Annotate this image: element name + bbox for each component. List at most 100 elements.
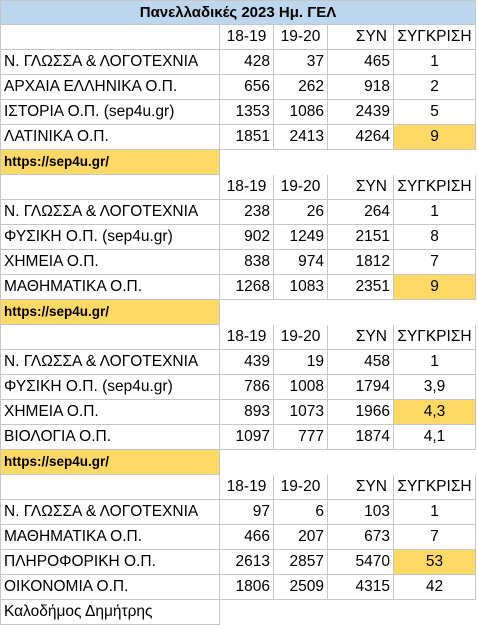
comparison-cell[interactable]: 8 [394,225,476,250]
year2-cell[interactable]: 37 [274,50,328,75]
year1-cell[interactable]: 893 [220,400,274,425]
subject-cell[interactable]: ΛΑΤΙΝΙΚΑ Ο.Π. [0,125,220,150]
year2-cell[interactable]: 262 [274,75,328,100]
subject-cell[interactable]: Ν. ΓΛΩΣΣΑ & ΛΟΓΟΤΕΧΝΙΑ [0,50,220,75]
total-cell[interactable]: 1812 [328,250,394,275]
header-year-18-19[interactable]: 18-19 [220,325,274,350]
empty-cell[interactable] [0,475,220,500]
total-cell[interactable]: 2439 [328,100,394,125]
year2-cell[interactable]: 2413 [274,125,328,150]
header-year-19-20[interactable]: 19-20 [274,325,328,350]
comparison-cell[interactable]: 4,1 [394,425,476,450]
total-cell[interactable]: 103 [328,500,394,525]
comparison-cell[interactable]: 1 [394,200,476,225]
year1-cell[interactable]: 838 [220,250,274,275]
subject-cell[interactable]: ΦΥΣΙΚΗ Ο.Π. (sep4u.gr) [0,225,220,250]
comparison-cell-highlighted[interactable]: 4,3 [394,400,476,425]
year1-cell[interactable]: 1851 [220,125,274,150]
header-comparison[interactable]: ΣΥΓΚΡΙΣΗ [394,175,476,200]
year1-cell[interactable]: 1806 [220,575,274,600]
total-cell[interactable]: 918 [328,75,394,100]
header-comparison[interactable]: ΣΥΓΚΡΙΣΗ [394,475,476,500]
year2-cell[interactable]: 2509 [274,575,328,600]
header-year-19-20[interactable]: 19-20 [274,25,328,50]
comparison-cell[interactable]: 1 [394,350,476,375]
year2-cell[interactable]: 6 [274,500,328,525]
total-cell[interactable]: 264 [328,200,394,225]
header-total[interactable]: ΣΥΝ [328,325,394,350]
header-year-18-19[interactable]: 18-19 [220,475,274,500]
empty-cell[interactable] [0,175,220,200]
year1-cell[interactable]: 1097 [220,425,274,450]
total-cell[interactable]: 1794 [328,375,394,400]
year2-cell[interactable]: 1008 [274,375,328,400]
empty-cell[interactable] [0,25,220,50]
sheet-title[interactable]: Πανελλαδικές 2023 Ημ. ΓΕΛ [0,0,476,25]
total-cell[interactable]: 673 [328,525,394,550]
empty-cell[interactable] [0,325,220,350]
total-cell[interactable]: 465 [328,50,394,75]
subject-cell[interactable]: ΑΡΧΑΙΑ ΕΛΛΗΝΙΚΑ Ο.Π. [0,75,220,100]
subject-cell[interactable]: ΧΗΜΕΙΑ Ο.Π. [0,250,220,275]
subject-cell[interactable]: ΜΑΘΗΜΑΤΙΚΑ Ο.Π. [0,275,220,300]
year2-cell[interactable]: 1249 [274,225,328,250]
subject-cell[interactable]: ΒΙΟΛΟΓΙΑ Ο.Π. [0,425,220,450]
comparison-cell-highlighted[interactable]: 53 [394,550,476,575]
comparison-cell-highlighted[interactable]: 9 [394,125,476,150]
sep4u-link[interactable]: https://sep4u.gr/ [0,450,220,475]
comparison-cell[interactable]: 1 [394,50,476,75]
total-cell[interactable]: 458 [328,350,394,375]
year1-cell[interactable]: 466 [220,525,274,550]
header-year-19-20[interactable]: 19-20 [274,475,328,500]
author-name[interactable]: Καλοδήμος Δημήτρης [0,600,220,625]
total-cell[interactable]: 1874 [328,425,394,450]
subject-cell[interactable]: Ν. ΓΛΩΣΣΑ & ΛΟΓΟΤΕΧΝΙΑ [0,200,220,225]
year2-cell[interactable]: 1083 [274,275,328,300]
comparison-cell-highlighted[interactable]: 9 [394,275,476,300]
year1-cell[interactable]: 656 [220,75,274,100]
year1-cell[interactable]: 1268 [220,275,274,300]
comparison-cell[interactable]: 42 [394,575,476,600]
comparison-cell[interactable]: 5 [394,100,476,125]
subject-cell[interactable]: ΜΑΘΗΜΑΤΙΚΑ Ο.Π. [0,525,220,550]
total-cell[interactable]: 5470 [328,550,394,575]
year1-cell[interactable]: 238 [220,200,274,225]
subject-cell[interactable]: ΙΣΤΟΡΙΑ Ο.Π. (sep4u.gr) [0,100,220,125]
year2-cell[interactable]: 26 [274,200,328,225]
comparison-cell[interactable]: 3,9 [394,375,476,400]
year2-cell[interactable]: 207 [274,525,328,550]
header-comparison[interactable]: ΣΥΓΚΡΙΣΗ [394,325,476,350]
header-comparison[interactable]: ΣΥΓΚΡΙΣΗ [394,25,476,50]
subject-cell[interactable]: ΟΙΚΟΝΟΜΙΑ Ο.Π. [0,575,220,600]
year2-cell[interactable]: 777 [274,425,328,450]
comparison-cell[interactable]: 7 [394,250,476,275]
year2-cell[interactable]: 19 [274,350,328,375]
year1-cell[interactable]: 439 [220,350,274,375]
year1-cell[interactable]: 428 [220,50,274,75]
header-total[interactable]: ΣΥΝ [328,25,394,50]
total-cell[interactable]: 4315 [328,575,394,600]
year2-cell[interactable]: 1086 [274,100,328,125]
subject-cell[interactable]: ΠΛΗΡΟΦΟΡΙΚΗ Ο.Π. [0,550,220,575]
subject-cell[interactable]: ΧΗΜΕΙΑ Ο.Π. [0,400,220,425]
year1-cell[interactable]: 786 [220,375,274,400]
header-year-18-19[interactable]: 18-19 [220,175,274,200]
header-total[interactable]: ΣΥΝ [328,175,394,200]
subject-cell[interactable]: Ν. ΓΛΩΣΣΑ & ΛΟΓΟΤΕΧΝΙΑ [0,350,220,375]
sep4u-link[interactable]: https://sep4u.gr/ [0,150,220,175]
year1-cell[interactable]: 97 [220,500,274,525]
total-cell[interactable]: 2151 [328,225,394,250]
subject-cell[interactable]: ΦΥΣΙΚΗ Ο.Π. (sep4u.gr) [0,375,220,400]
comparison-cell[interactable]: 1 [394,500,476,525]
comparison-cell[interactable]: 7 [394,525,476,550]
total-cell[interactable]: 4264 [328,125,394,150]
total-cell[interactable]: 1966 [328,400,394,425]
comparison-cell[interactable]: 2 [394,75,476,100]
year2-cell[interactable]: 974 [274,250,328,275]
header-total[interactable]: ΣΥΝ [328,475,394,500]
year2-cell[interactable]: 1073 [274,400,328,425]
sep4u-link[interactable]: https://sep4u.gr/ [0,300,220,325]
header-year-19-20[interactable]: 19-20 [274,175,328,200]
header-year-18-19[interactable]: 18-19 [220,25,274,50]
year1-cell[interactable]: 1353 [220,100,274,125]
